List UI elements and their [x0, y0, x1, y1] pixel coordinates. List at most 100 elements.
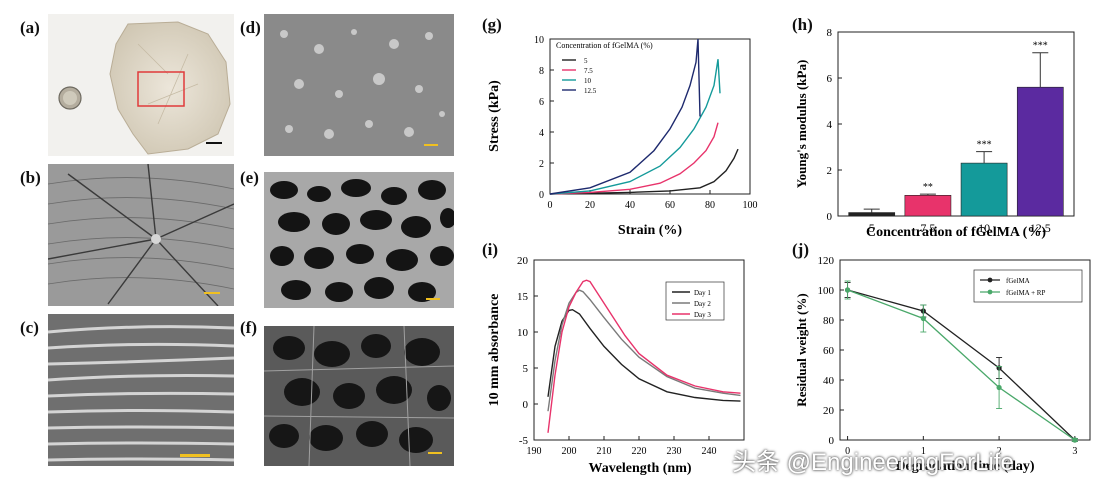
- x-axis-label-g: Strain (%): [618, 223, 683, 238]
- data-point-j: [1072, 437, 1078, 443]
- sem-image-c: [48, 314, 234, 466]
- legend-label-g: 10: [584, 77, 592, 85]
- legend-label-j: fGelMA + RP: [1006, 289, 1045, 297]
- y-tick-label-j: 60: [823, 345, 835, 357]
- x-tick-label-i: 200: [562, 446, 577, 457]
- x-tick-label-i: 190: [527, 446, 542, 457]
- x-axis-label-i: Wavelength (nm): [588, 461, 691, 476]
- x-tick-label-h: 7.5: [920, 221, 935, 235]
- series-line-day-3: [547, 279, 741, 433]
- legend-marker-j: [987, 289, 993, 295]
- x-tick-label-j: 1: [921, 446, 926, 457]
- panel-label-d: (d): [240, 18, 261, 37]
- panel-label-c: (c): [20, 318, 39, 337]
- legend-label-i: Day 2: [694, 300, 711, 308]
- x-tick-label-g: 100: [743, 200, 758, 211]
- y-tick-label-g: 4: [539, 128, 544, 139]
- stress-strain-chart: 0 20 40 60 80 100 0 2 4 6 8 10 Concentration of fGe…: [487, 35, 758, 238]
- x-tick-label-h: 10: [978, 221, 990, 235]
- x-tick-label-j: 3: [1072, 446, 1077, 457]
- series-line-day-2: [547, 289, 741, 412]
- x-tick-label-j: 0: [845, 446, 850, 457]
- bar-5: [848, 212, 896, 217]
- series-line-12.5: [549, 38, 701, 195]
- x-tick-label-j: 2: [997, 446, 1002, 457]
- y-tick-label-g: 8: [539, 66, 544, 77]
- x-tick-label-h: 12.5: [1030, 221, 1051, 235]
- series-line-day-1: [547, 308, 741, 402]
- series-line-fgelma-rp: [847, 289, 1076, 441]
- y-tick-label-h: 6: [827, 73, 833, 85]
- x-tick-label-g: 20: [585, 200, 595, 211]
- x-tick-label-i: 230: [667, 446, 682, 457]
- y-tick-label-j: 20: [823, 405, 835, 417]
- bar-10: [960, 162, 1008, 217]
- x-tick-label-g: 40: [625, 200, 635, 211]
- y-tick-label-g: 0: [539, 190, 544, 201]
- panel-label-h: (h): [792, 15, 813, 34]
- degradation-chart: 0 1 2 3 0 20 40 60 80 100 120 fGelMA fGelMA + RP De…: [794, 255, 1091, 474]
- youngs-modulus-chart: 0 2 4 6 8 5 ** 7.5 *** 10 *** 12.5 Concentration o…: [794, 27, 1075, 240]
- bar-7.5: [904, 195, 952, 217]
- y-tick-label-i: 10: [517, 327, 529, 339]
- legend-title-g: Concentration of fGelMA (%): [556, 41, 653, 50]
- panel-label-e: (e): [240, 168, 259, 187]
- significance-label: ***: [1033, 41, 1048, 52]
- y-tick-label-h: 4: [827, 119, 833, 131]
- y-tick-label-i: 0: [523, 399, 529, 411]
- y-tick-label-g: 2: [539, 159, 544, 170]
- x-tick-label-i: 220: [632, 446, 647, 457]
- bar-12.5: [1016, 86, 1064, 217]
- sem-image-d: [264, 14, 454, 156]
- series-line-10: [549, 59, 721, 195]
- y-tick-label-h: 0: [827, 211, 833, 223]
- legend-box-j: [973, 269, 1083, 303]
- panel-label-b: (b): [20, 168, 41, 187]
- sem-image-f: [264, 326, 454, 466]
- x-tick-label-i: 240: [702, 446, 717, 457]
- y-tick-label-i: -5: [519, 435, 529, 447]
- panel-label-g: (g): [482, 15, 502, 34]
- data-point-j: [844, 287, 851, 293]
- sem-image-b: [48, 164, 234, 306]
- panel-label-f: (f): [240, 318, 257, 337]
- x-tick-label-i: 210: [597, 446, 612, 457]
- significance-label: ***: [977, 140, 992, 151]
- legend-g: Concentration of fGelMA (%) 5 7.5 10 12.5: [556, 41, 653, 95]
- x-axis-label-h: Concentration of fGelMA (%): [866, 225, 1046, 240]
- y-axis-label-i: 10 mm absorbance: [487, 294, 502, 407]
- x-axis-label-j: Degradation time (day): [895, 459, 1035, 474]
- data-point-j: [996, 384, 1002, 391]
- legend-marker-j: [987, 277, 993, 283]
- y-tick-label-g: 10: [534, 35, 544, 46]
- y-tick-label-i: 5: [523, 363, 529, 375]
- x-tick-label-g: 80: [705, 200, 715, 211]
- y-axis-label-j: Residual weight (%): [794, 293, 809, 406]
- y-tick-label-h: 2: [827, 165, 833, 177]
- legend-label-g: 12.5: [584, 87, 597, 95]
- legend-i: Day 1 Day 2 Day 3: [665, 281, 725, 321]
- y-tick-label-i: 15: [517, 291, 529, 303]
- significance-label: **: [923, 182, 933, 193]
- legend-label-g: 7.5: [584, 67, 593, 75]
- y-tick-label-j: 40: [823, 375, 835, 387]
- y-tick-label-j: 100: [818, 285, 835, 297]
- plot-frame-g: [549, 38, 751, 195]
- hydrogel-photo: [48, 14, 234, 156]
- y-tick-label-i: 20: [517, 255, 529, 267]
- legend-j: fGelMA fGelMA + RP: [973, 269, 1083, 303]
- legend-label-i: Day 3: [694, 311, 711, 319]
- y-tick-label-h: 8: [827, 27, 833, 39]
- x-tick-label-g: 60: [665, 200, 675, 211]
- legend-label-g: 5: [584, 57, 588, 65]
- panel-label-j: (j): [792, 240, 809, 259]
- y-tick-label-j: 120: [818, 255, 835, 267]
- x-tick-label-g: 0: [548, 200, 553, 211]
- legend-label-j: fGelMA: [1006, 277, 1030, 285]
- panel-label-a: (a): [20, 18, 40, 37]
- y-tick-label-j: 80: [823, 315, 835, 327]
- series-line-7.5: [549, 122, 719, 195]
- y-axis-label-g: Stress (kPa): [487, 80, 502, 152]
- y-tick-label-j: 0: [829, 435, 835, 447]
- x-tick-label-h: 5: [869, 221, 875, 235]
